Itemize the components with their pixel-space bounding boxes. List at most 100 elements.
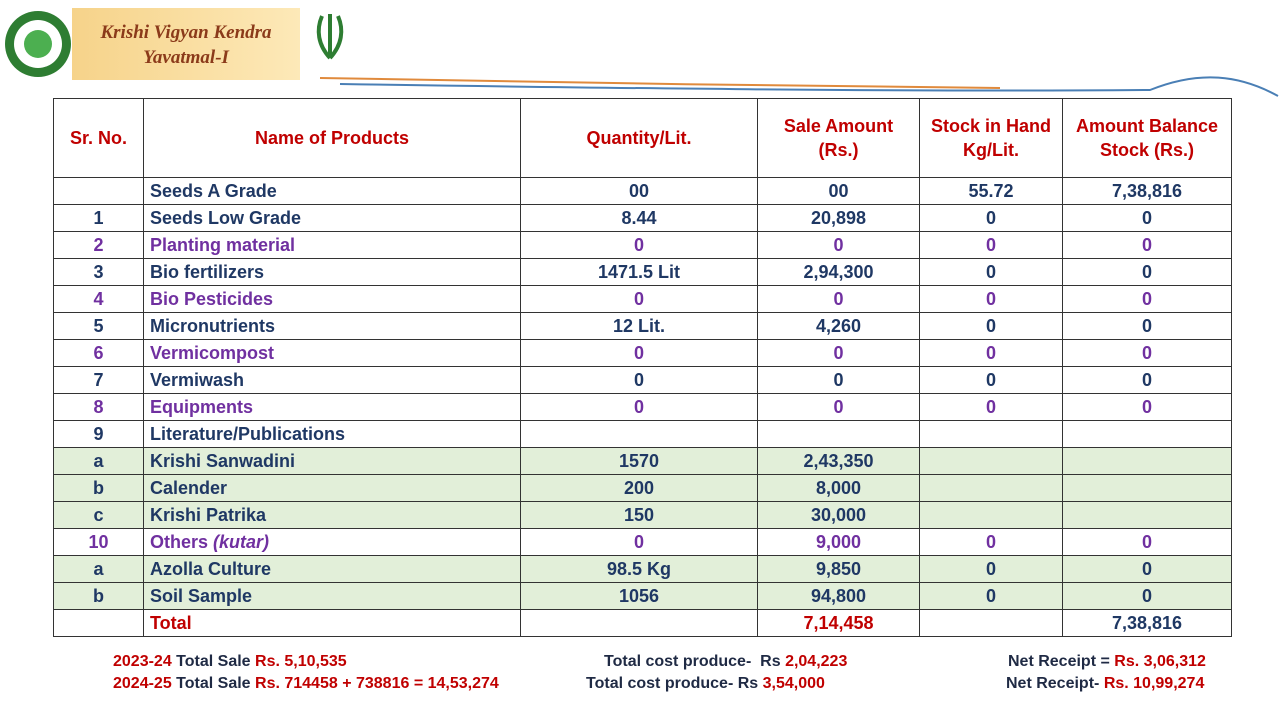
cell: 0: [919, 555, 1063, 583]
table-row: c Krishi Patrika 150 30,000: [53, 501, 1232, 529]
cell: 0: [919, 285, 1063, 313]
cell: 0: [919, 204, 1063, 232]
footer-text: 3,54,000: [762, 675, 825, 692]
cell: 0: [1062, 231, 1232, 259]
cell: Micronutrients: [143, 312, 521, 340]
cell: a: [53, 447, 144, 475]
cell: 0: [1062, 339, 1232, 367]
cell: 98.5 Kg: [520, 555, 758, 583]
cell: [919, 501, 1063, 529]
cell: 0: [919, 366, 1063, 394]
cell: 3: [53, 258, 144, 286]
table-row: 3 Bio fertilizers 1471.5 Lit 2,94,300 0 0: [53, 258, 1232, 286]
cell: Calender: [143, 474, 521, 502]
cell: 1056: [520, 582, 758, 610]
cell: 0: [919, 339, 1063, 367]
cell: 0: [919, 258, 1063, 286]
column-header: Quantity/Lit.: [520, 98, 758, 178]
table-row: Seeds A Grade 00 00 55.72 7,38,816: [53, 177, 1232, 205]
cell: [919, 420, 1063, 448]
table-row: 8 Equipments 0 0 0 0: [53, 393, 1232, 421]
table-row: a Azolla Culture 98.5 Kg 9,850 0 0: [53, 555, 1232, 583]
cell: 4,260: [757, 312, 920, 340]
header-title: Krishi Vigyan Kendra Yavatmal-I: [72, 8, 300, 80]
cell: [520, 609, 758, 637]
cell: 0: [520, 366, 758, 394]
cell: 7,38,816: [1062, 609, 1232, 637]
header-row: Sr. No. Name of Products Quantity/Lit. Sale…: [53, 98, 1232, 178]
cell: 4: [53, 285, 144, 313]
cell: Bio Pesticides: [143, 285, 521, 313]
footer-text: Rs. 5,10,535: [255, 653, 347, 670]
footer-item: 2024-25 Total Sale Rs. 714458 + 738816 =…: [113, 675, 499, 693]
cell: 0: [1062, 528, 1232, 556]
cell: 9: [53, 420, 144, 448]
cell: 1: [53, 204, 144, 232]
cell: 0: [757, 231, 920, 259]
cell: 1570: [520, 447, 758, 475]
cell: 200: [520, 474, 758, 502]
column-header: Name of Products: [143, 98, 521, 178]
cell: 0: [520, 231, 758, 259]
column-header: Amount Balance Stock (Rs.): [1062, 98, 1232, 178]
table-row: 9 Literature/Publications: [53, 420, 1232, 448]
cell: 55.72: [919, 177, 1063, 205]
cell: 20,898: [757, 204, 920, 232]
cell: 150: [520, 501, 758, 529]
cell: Krishi Sanwadini: [143, 447, 521, 475]
cell: 2: [53, 231, 144, 259]
cell: Seeds A Grade: [143, 177, 521, 205]
cell: 8.44: [520, 204, 758, 232]
cell: 0: [520, 339, 758, 367]
table-row: a Krishi Sanwadini 1570 2,43,350: [53, 447, 1232, 475]
cell: c: [53, 501, 144, 529]
cell: [53, 609, 144, 637]
cell: [919, 609, 1063, 637]
cell: Krishi Patrika: [143, 501, 521, 529]
footer-item: Net Receipt- Rs. 10,99,274: [1006, 675, 1204, 693]
footer-text: 2,04,223: [785, 653, 848, 670]
cell: a: [53, 555, 144, 583]
cell: Soil Sample: [143, 582, 521, 610]
footer-text: Total cost produce- Rs: [604, 653, 781, 670]
footer-item: Net Receipt = Rs. 3,06,312: [1008, 653, 1206, 671]
cell: 0: [1062, 312, 1232, 340]
cell: 0: [520, 285, 758, 313]
cell: 2,94,300: [757, 258, 920, 286]
cell: 0: [919, 528, 1063, 556]
footer-text: Total cost produce- Rs: [586, 675, 759, 692]
cell: [1062, 420, 1232, 448]
table-row: 7 Vermiwash 0 0 0 0: [53, 366, 1232, 394]
table-row: b Calender 200 8,000: [53, 474, 1232, 502]
cell: 12 Lit.: [520, 312, 758, 340]
cell: 0: [520, 528, 758, 556]
table-row: Total 7,14,458 7,38,816: [53, 609, 1232, 637]
cell: Seeds Low Grade: [143, 204, 521, 232]
table-row: b Soil Sample 1056 94,800 0 0: [53, 582, 1232, 610]
table-row: 1 Seeds Low Grade 8.44 20,898 0 0: [53, 204, 1232, 232]
cell: 8: [53, 393, 144, 421]
cell: 0: [1062, 366, 1232, 394]
cell: Planting material: [143, 231, 521, 259]
cell: [520, 420, 758, 448]
cell: [919, 447, 1063, 475]
cell: 8,000: [757, 474, 920, 502]
cell: 0: [919, 231, 1063, 259]
cell: 00: [757, 177, 920, 205]
cell: Others (kutar): [143, 528, 521, 556]
footer-text: Total Sale: [176, 675, 251, 692]
cell: 0: [1062, 393, 1232, 421]
footer-item: 2023-24 Total Sale Rs. 5,10,535: [113, 653, 347, 671]
footer-text: Net Receipt-: [1006, 675, 1100, 692]
table-row: 4 Bio Pesticides 0 0 0 0: [53, 285, 1232, 313]
cell-note: (kutar): [213, 531, 270, 552]
decor: [5, 8, 1279, 97]
column-header: Sale Amount (Rs.): [757, 98, 920, 178]
cell: 2,43,350: [757, 447, 920, 475]
cell: [1062, 474, 1232, 502]
cell: [1062, 501, 1232, 529]
footer-text: Total Sale: [176, 653, 251, 670]
cell: 0: [1062, 555, 1232, 583]
footer-item: Total cost produce- Rs 3,54,000: [586, 675, 825, 693]
cell: 5: [53, 312, 144, 340]
